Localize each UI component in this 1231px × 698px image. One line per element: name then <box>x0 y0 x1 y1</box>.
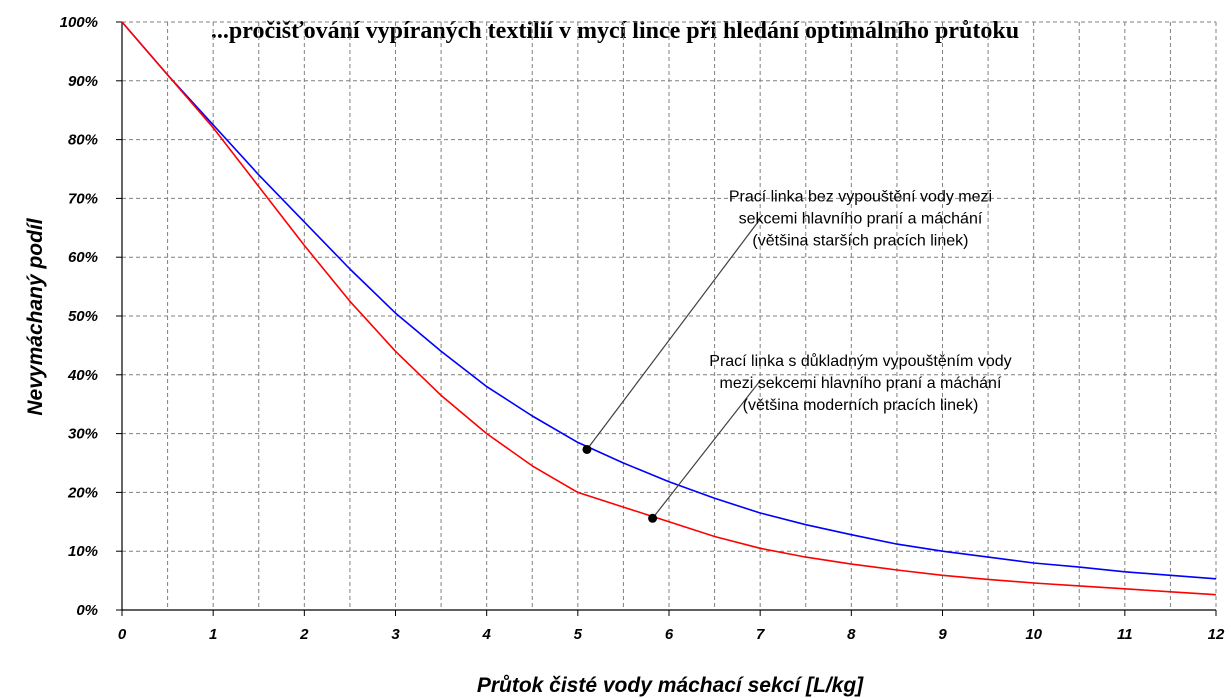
x-tick-label: 12 <box>1208 626 1225 643</box>
annotation-text-line: (většina starších pracích linek) <box>752 232 968 249</box>
y-tick-label: 40% <box>67 367 98 384</box>
x-tick-label: 5 <box>574 626 583 643</box>
y-tick-label: 20% <box>67 484 98 501</box>
y-tick-label: 80% <box>68 132 98 149</box>
axes <box>116 21 1217 616</box>
y-tick-label: 10% <box>68 543 98 560</box>
annotations: Prací linka bez vypouštění vody mezi sekc… <box>582 188 1012 523</box>
x-tick-label: 7 <box>756 626 765 643</box>
y-tick-label: 0% <box>76 602 98 619</box>
x-tick-labels: 0 1 2 3 4 5 6 7 8 9 10 11 12 <box>118 626 1225 643</box>
x-tick-label: 10 <box>1025 626 1042 643</box>
y-tick-label: 30% <box>68 426 98 443</box>
series-group <box>121 21 1217 596</box>
x-axis-label: Průtok čisté vody máchací sekcí [L/kg] <box>477 674 864 697</box>
x-tick-label: 1 <box>209 626 217 643</box>
series-line-2 <box>121 21 1217 596</box>
y-axis-label: Nevymáchaný podíl <box>24 217 47 415</box>
y-tick-label: 60% <box>68 249 98 266</box>
y-tick-label: 90% <box>68 73 98 90</box>
annotation-text-line: Prací linka bez vypouštění vody mezi <box>729 188 992 205</box>
x-tick-label: 8 <box>847 626 856 643</box>
x-tick-label: 9 <box>938 626 947 643</box>
y-tick-label: 50% <box>68 308 98 325</box>
annotation-text-line: mezi sekcemi hlavního praní a máchání <box>719 375 1001 392</box>
x-tick-label: 2 <box>299 626 309 643</box>
annotation-text-line: Prací linka s důkladným vypouštěním vody <box>709 352 1011 370</box>
x-tick-label: 4 <box>481 626 491 643</box>
series-line-1 <box>121 21 1217 580</box>
annotation-marker <box>582 444 592 454</box>
annotation-leader-line <box>652 380 761 519</box>
y-tick-label: 70% <box>68 190 98 207</box>
annotation-leader-line <box>586 218 761 450</box>
y-tick-label: 100% <box>60 14 98 31</box>
annotation-text-line: (většina moderních pracích linek) <box>743 397 979 414</box>
annotation-text-line: sekcemi hlavního praní a máchání <box>739 210 983 227</box>
x-tick-label: 6 <box>665 626 674 643</box>
x-tick-label: 3 <box>391 626 400 643</box>
grid <box>122 21 1217 610</box>
y-tick-labels: 0% 10% 20% 30% 40% 50% 60% 70% 80% 90% 100% <box>60 14 98 619</box>
x-tick-label: 0 <box>118 626 127 643</box>
annotation-marker <box>648 513 658 523</box>
x-tick-label: 11 <box>1117 626 1133 643</box>
